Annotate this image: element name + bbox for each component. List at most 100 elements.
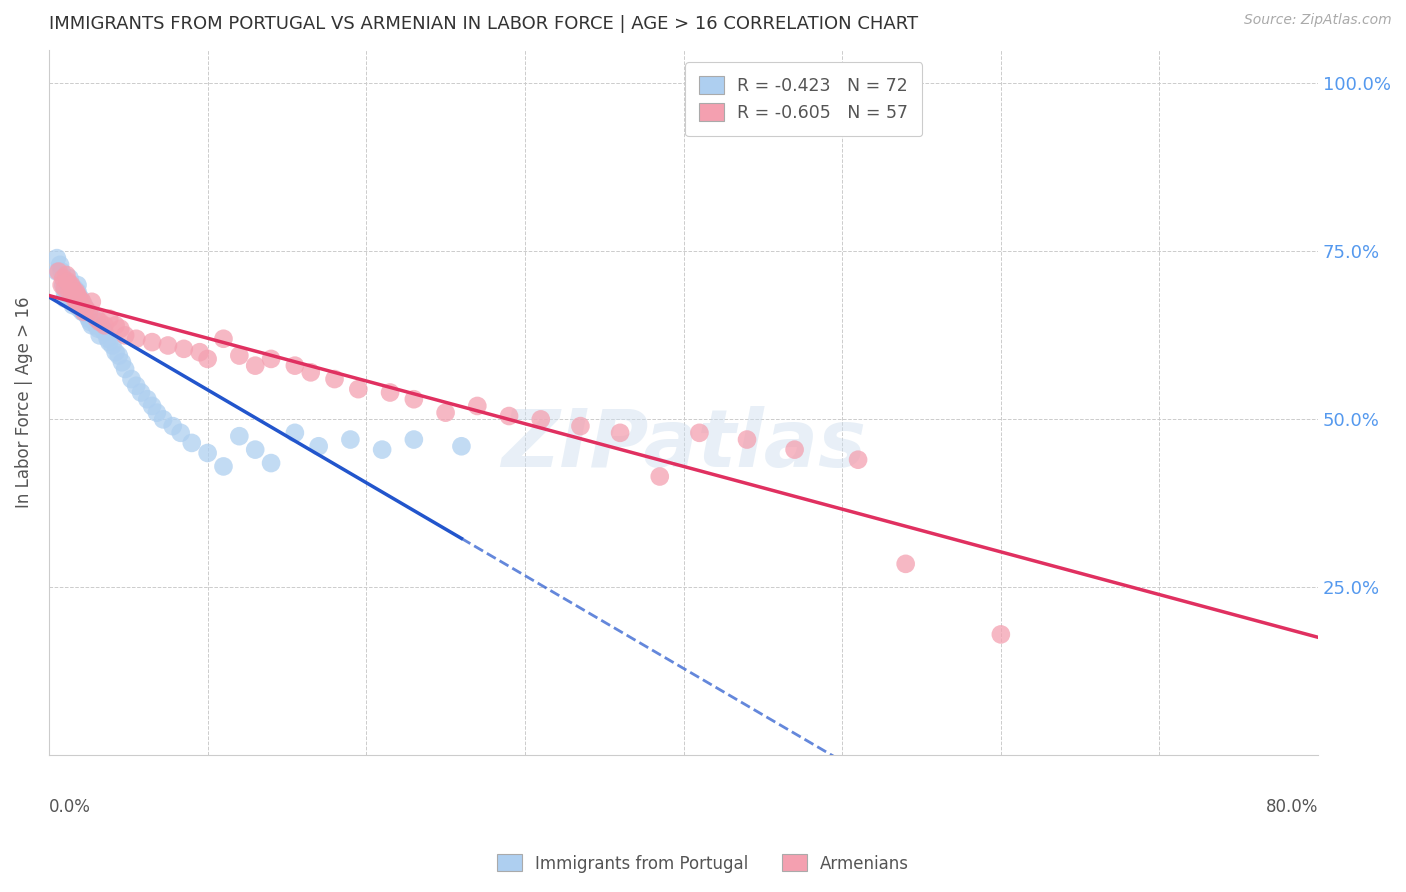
Point: [91, 321, 114, 335]
Point: [52, 271, 75, 285]
Point: [323, 372, 346, 386]
Point: [735, 433, 758, 447]
Point: [180, 436, 202, 450]
Point: [48, 264, 70, 278]
Point: [609, 425, 631, 440]
Point: [648, 469, 671, 483]
Text: ZIPatlas: ZIPatlas: [501, 406, 866, 484]
Point: [86, 318, 108, 333]
Point: [245, 359, 267, 373]
Point: [894, 557, 917, 571]
Point: [136, 392, 159, 407]
Point: [111, 355, 134, 369]
Point: [66, 285, 89, 299]
Point: [402, 392, 425, 407]
Text: IMMIGRANTS FROM PORTUGAL VS ARMENIAN IN LABOR FORCE | AGE > 16 CORRELATION CHART: IMMIGRANTS FROM PORTUGAL VS ARMENIAN IN …: [49, 15, 918, 33]
Point: [114, 362, 136, 376]
Point: [101, 338, 124, 352]
Point: [62, 298, 84, 312]
Point: [75, 301, 97, 316]
Point: [53, 285, 76, 299]
Point: [162, 419, 184, 434]
Point: [58, 271, 80, 285]
Point: [197, 446, 219, 460]
Point: [299, 365, 322, 379]
Point: [52, 278, 75, 293]
Point: [188, 345, 211, 359]
Point: [89, 328, 111, 343]
Point: [434, 406, 457, 420]
Point: [56, 275, 79, 289]
Point: [152, 412, 174, 426]
Point: [60, 278, 83, 293]
Point: [498, 409, 520, 423]
Point: [73, 305, 96, 319]
Point: [45, 251, 67, 265]
Point: [79, 315, 101, 329]
Point: [72, 294, 94, 309]
Point: [141, 399, 163, 413]
Point: [245, 442, 267, 457]
Point: [69, 298, 91, 312]
Point: [62, 292, 84, 306]
Point: [465, 399, 488, 413]
Point: [63, 288, 86, 302]
Point: [228, 429, 250, 443]
Point: [114, 328, 136, 343]
Point: [56, 281, 79, 295]
Legend: R = -0.423   N = 72, R = -0.605   N = 57: R = -0.423 N = 72, R = -0.605 N = 57: [685, 62, 922, 136]
Point: [990, 627, 1012, 641]
Point: [284, 359, 307, 373]
Point: [783, 442, 806, 457]
Point: [53, 281, 76, 295]
Point: [77, 308, 100, 322]
Point: [53, 292, 76, 306]
Point: [66, 278, 89, 293]
Point: [66, 288, 89, 302]
Point: [65, 285, 87, 299]
Point: [97, 332, 120, 346]
Point: [260, 456, 283, 470]
Point: [98, 311, 121, 326]
Point: [688, 425, 710, 440]
Point: [69, 292, 91, 306]
Point: [146, 406, 169, 420]
Point: [347, 382, 370, 396]
Point: [51, 264, 73, 278]
Point: [530, 412, 553, 426]
Point: [86, 311, 108, 326]
Point: [76, 305, 98, 319]
Point: [169, 425, 191, 440]
Point: [284, 425, 307, 440]
Point: [212, 459, 235, 474]
Point: [125, 332, 148, 346]
Point: [62, 281, 84, 295]
Point: [156, 338, 179, 352]
Point: [89, 315, 111, 329]
Point: [55, 268, 77, 282]
Point: [82, 311, 104, 326]
Point: [67, 292, 90, 306]
Point: [66, 298, 89, 312]
Point: [77, 311, 100, 326]
Point: [80, 318, 103, 333]
Point: [121, 372, 143, 386]
Point: [402, 433, 425, 447]
Point: [67, 301, 90, 316]
Point: [76, 308, 98, 322]
Point: [67, 298, 90, 312]
Point: [110, 321, 132, 335]
Point: [63, 292, 86, 306]
Point: [73, 305, 96, 319]
Point: [125, 379, 148, 393]
Y-axis label: In Labor Force | Age > 16: In Labor Force | Age > 16: [15, 297, 32, 508]
Point: [62, 285, 84, 299]
Point: [60, 281, 83, 295]
Point: [65, 292, 87, 306]
Point: [72, 305, 94, 319]
Point: [77, 305, 100, 319]
Point: [173, 342, 195, 356]
Point: [260, 351, 283, 366]
Point: [72, 301, 94, 316]
Point: [69, 298, 91, 312]
